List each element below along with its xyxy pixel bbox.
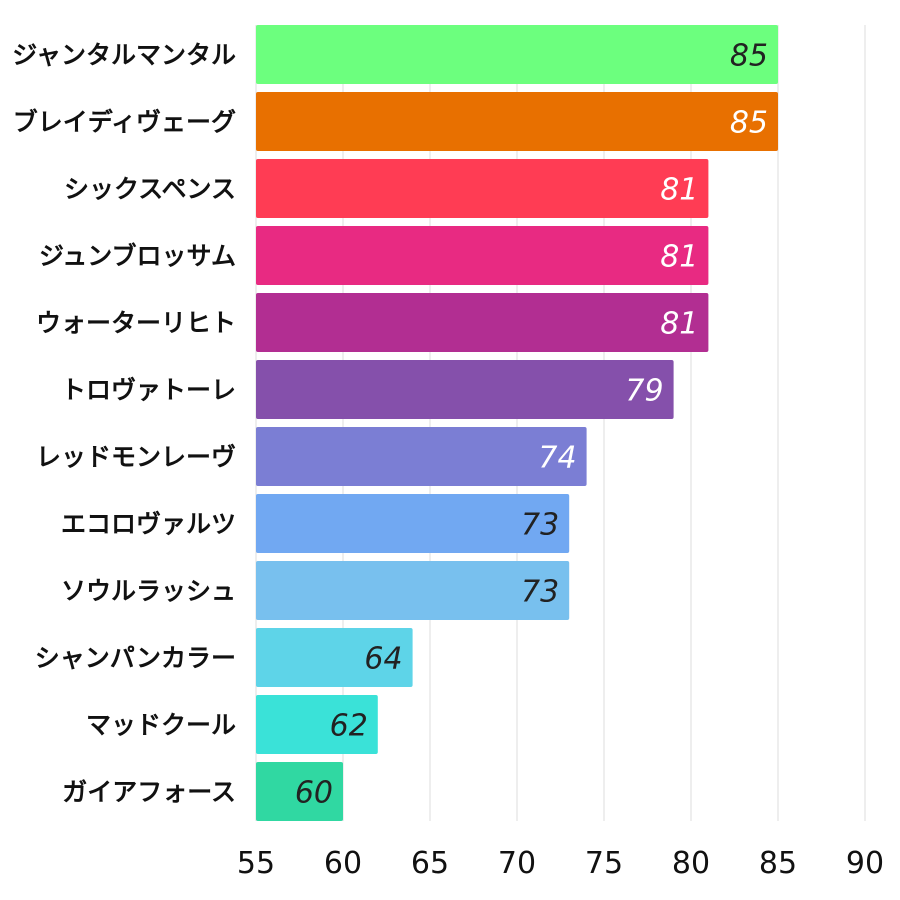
- bar-2: [256, 159, 709, 218]
- value-label-2: 81: [660, 173, 698, 208]
- x-tick-label-70: 70: [498, 846, 536, 881]
- bar-1: [256, 92, 778, 151]
- bar-0: [256, 25, 778, 84]
- value-label-3: 81: [660, 240, 698, 275]
- bar-3: [256, 226, 709, 285]
- category-label-1: ブレイディヴェーグ: [13, 108, 236, 137]
- value-labels: 85 85 81 81 81 79 74 73 73 64 62 60: [295, 39, 768, 811]
- category-label-7: エコロヴァルツ: [61, 510, 236, 539]
- bar-4: [256, 293, 709, 352]
- bar-7: [256, 494, 570, 553]
- x-tick-label-80: 80: [672, 846, 710, 881]
- x-tick-label-85: 85: [759, 846, 797, 881]
- bar-6: [256, 427, 587, 486]
- value-label-7: 73: [521, 508, 559, 543]
- value-label-11: 60: [295, 776, 333, 811]
- value-label-9: 64: [364, 642, 402, 677]
- category-label-9: シャンパンカラー: [35, 644, 236, 673]
- x-tick-label-60: 60: [324, 846, 362, 881]
- category-label-0: ジャンタルマンタル: [12, 41, 236, 70]
- grid-lines: [255, 25, 866, 821]
- value-label-8: 73: [521, 575, 559, 610]
- bar-5: [256, 360, 674, 419]
- bar-10: [256, 695, 378, 754]
- value-label-5: 79: [625, 374, 663, 409]
- value-label-10: 62: [330, 709, 368, 744]
- category-label-6: レッドモンレーヴ: [36, 443, 236, 472]
- category-label-2: シックスペンス: [64, 175, 236, 204]
- x-tick-label-55: 55: [237, 846, 275, 881]
- value-label-6: 74: [538, 441, 576, 476]
- category-label-11: ガイアフォース: [62, 778, 236, 807]
- category-label-5: トロヴァトーレ: [61, 376, 236, 405]
- category-labels: ジャンタルマンタルブレイディヴェーグシックスペンスジュンブロッサムウォーターリヒ…: [12, 41, 236, 807]
- x-axis-tick-labels: 55 60 65 70 75 80 85 90: [237, 846, 884, 881]
- x-tick-label-90: 90: [846, 846, 884, 881]
- bar-8: [256, 561, 570, 620]
- x-tick-label-75: 75: [585, 846, 623, 881]
- value-label-1: 85: [730, 106, 768, 141]
- category-label-10: マッドクール: [86, 711, 236, 740]
- x-tick-label-65: 65: [411, 846, 449, 881]
- value-label-4: 81: [660, 307, 698, 342]
- category-label-8: ソウルラッシュ: [61, 577, 236, 606]
- value-label-0: 85: [730, 39, 768, 74]
- category-label-3: ジュンブロッサム: [39, 242, 236, 271]
- category-label-4: ウォーターリヒト: [36, 309, 236, 338]
- bar-9: [256, 628, 413, 687]
- bar-11: [256, 762, 343, 821]
- bars: [256, 25, 778, 821]
